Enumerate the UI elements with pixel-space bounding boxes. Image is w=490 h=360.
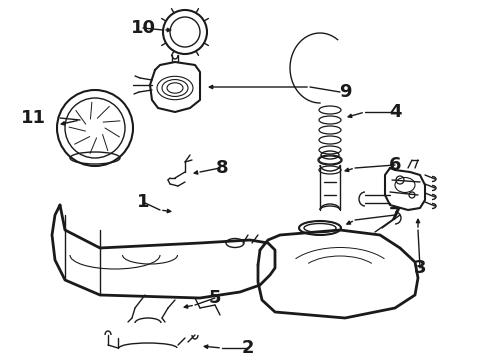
Text: 4: 4 xyxy=(389,103,401,121)
Text: 5: 5 xyxy=(209,289,221,307)
Text: 1: 1 xyxy=(137,193,149,211)
Text: 9: 9 xyxy=(339,83,351,101)
Text: 8: 8 xyxy=(216,159,228,177)
Text: 3: 3 xyxy=(414,259,426,277)
Text: 10: 10 xyxy=(130,19,155,37)
Text: 6: 6 xyxy=(389,156,401,174)
Text: 11: 11 xyxy=(21,109,46,127)
Text: 2: 2 xyxy=(242,339,254,357)
Text: 7: 7 xyxy=(389,206,401,224)
